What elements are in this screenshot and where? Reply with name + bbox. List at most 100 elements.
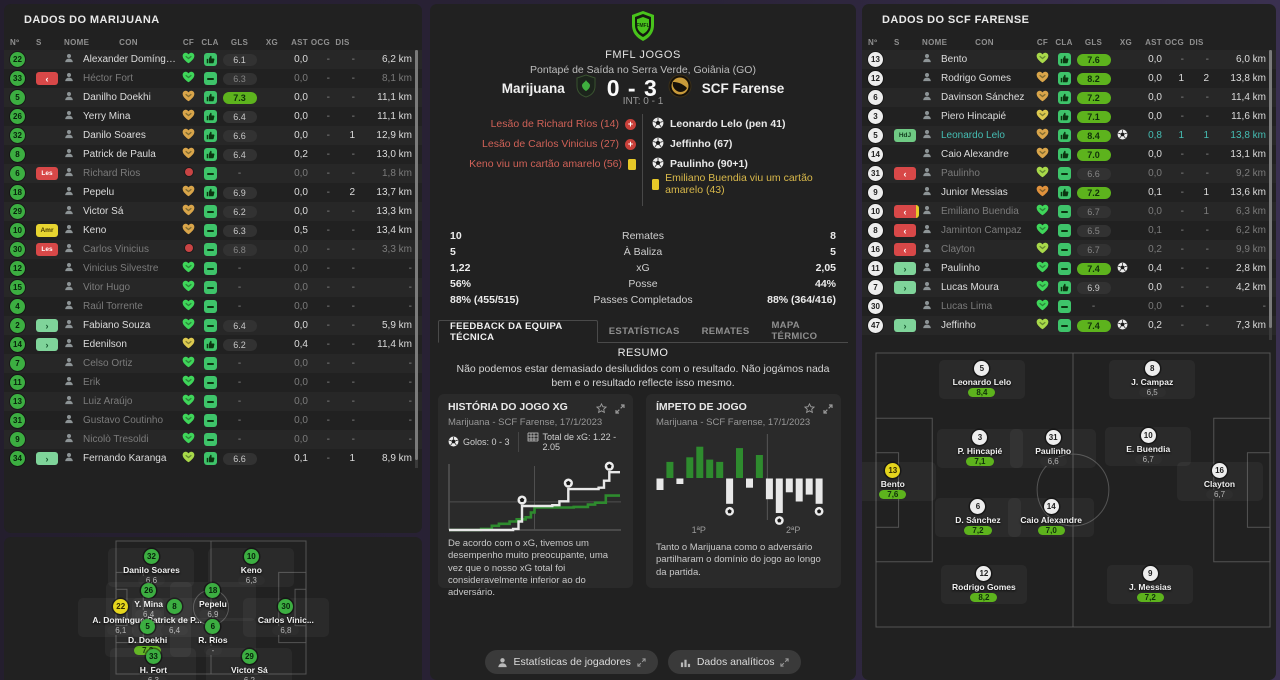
player-name[interactable]: Jaminton Campaz [941,225,1022,236]
column-header-gls[interactable]: GLS [230,37,249,47]
column-header-dis[interactable]: DIS [335,37,350,47]
pitch-player-paulinho[interactable]: 31 Paulinho 6,6 [1010,429,1097,469]
column-header-ocg[interactable]: OCG [1164,37,1184,47]
player-name[interactable]: Paulinho [941,168,980,179]
pitch-player-j-campaz[interactable]: 8 J. Campaz 6,5 [1109,360,1196,400]
player-row[interactable]: 14 Caio Alexandre 7.0 0,0 - - 13,1 km [862,145,1276,164]
player-name[interactable]: Pepelu [83,187,115,198]
player-name[interactable]: Clayton [941,244,975,255]
player-row[interactable]: 29 Victor Sá 6.2 0,0 - - 13,3 km [4,202,422,221]
column-header-ocg[interactable]: OCG [310,37,330,47]
player-name[interactable]: Carlos Vinicius [83,244,149,255]
player-row[interactable]: 8 ‹ Jaminton Campaz 6.5 0,1 - - 6,2 km [862,221,1276,240]
column-header-nº[interactable]: Nº [868,37,878,47]
player-name[interactable]: Erik [83,377,101,388]
away-table-scrollbar[interactable] [1269,50,1272,328]
away-team-badge[interactable] [668,74,692,103]
player-row[interactable]: 34 › Fernando Karanga 6.6 0,1 - 1 8,9 km [4,449,422,468]
player-row[interactable]: 33 ‹ Héctor Fort 6.3 0,0 - - 8,1 km [4,69,422,88]
player-row[interactable]: 22 Alexander Domínguez 6.1 0,0 - - 6,2 km [4,50,422,69]
player-name[interactable]: Rodrigo Gomes [941,73,1012,84]
home-team-name[interactable]: Marijuana [501,80,565,96]
player-name[interactable]: Lucas Moura [941,282,999,293]
pitch-player-rodrigo-gomes[interactable]: 12 Rodrigo Gomes 8,2 [940,564,1027,604]
column-header-nome[interactable]: NOME [922,37,948,47]
column-header-dis[interactable]: DIS [1189,37,1204,47]
player-name[interactable]: Vitor Hugo [83,282,131,293]
player-row[interactable]: 32 Danilo Soares 6.6 0,0 - 1 12,9 km [4,126,422,145]
player-name[interactable]: Victor Sá [83,206,124,217]
away-team-name[interactable]: SCF Farense [701,80,785,96]
player-row[interactable]: 31 Gustavo Coutinho - 0,0 - - - [4,411,422,430]
player-name[interactable]: Vinicius Silvestre [83,263,159,274]
player-row[interactable]: 12 Rodrigo Gomes 8.2 0,0 1 2 13,8 km [862,69,1276,88]
tab-mapa-t-rmico[interactable]: MAPA TÉRMICO [771,320,818,342]
column-header-xg[interactable]: XG [265,37,278,47]
player-name[interactable]: Davinson Sánchez [941,92,1025,103]
player-name[interactable]: Keno [83,225,107,236]
player-row[interactable]: 6 Les Richard Rios - 0,0 - - 1,8 km [4,164,422,183]
player-row[interactable]: 18 Pepelu 6.9 0,0 - 2 13,7 km [4,183,422,202]
pitch-player-a-dom-nguez[interactable]: 22 A. Domínguez 6,1 [77,598,164,638]
player-row[interactable]: 31 ‹ Paulinho 6.6 0,0 - - 9,2 km [862,164,1276,183]
pitch-player-leonardo-lelo[interactable]: 5 Leonardo Lelo 8,4 [938,360,1025,400]
player-row[interactable]: 26 Yerry Mina 6.4 0,0 - - 11,1 km [4,107,422,126]
player-row[interactable]: 30 Lucas Lima - 0,0 - - - [862,297,1276,316]
player-row[interactable]: 8 Patrick de Paula 6.4 0,2 - - 13,0 km [4,145,422,164]
column-header-cla[interactable]: CLA [201,37,219,47]
player-row[interactable]: 9 Nicolò Tresoldi - 0,0 - - - [4,430,422,449]
player-row[interactable]: 7 Celso Ortiz - 0,0 - - - [4,354,422,373]
player-name[interactable]: Luiz Araújo [83,396,133,407]
tab-remates[interactable]: REMATES [701,325,750,337]
player-row[interactable]: 5 Danilho Doekhi 7.3 0,0 - - 11,1 km [4,88,422,107]
player-row[interactable]: 11 Erik - 0,0 - - - [4,373,422,392]
expand-icon[interactable] [823,401,833,419]
player-row[interactable]: 5 HdJ Leonardo Lelo 8.4 0,8 1 1 13,8 km [862,126,1276,145]
column-header-gls[interactable]: GLS [1084,37,1103,47]
player-name[interactable]: Fernando Karanga [83,453,167,464]
player-name[interactable]: Fabiano Souza [83,320,151,331]
player-name[interactable]: Patrick de Paula [83,149,156,160]
pitch-player-r-r-os[interactable]: 6 R. Ríos - [169,618,256,658]
favourite-star-icon[interactable] [803,401,816,419]
pitch-player-danilo-soares[interactable]: 32 Danilo Soares 6,6 [108,548,195,588]
pitch-player-d-s-nchez[interactable]: 6 D. Sánchez 7,2 [934,498,1021,538]
column-header-nome[interactable]: NOME [64,37,90,47]
player-name[interactable]: Piero Hincapié [941,111,1007,122]
player-name[interactable]: Danilo Soares [83,130,146,141]
pitch-player-j-messias[interactable]: 9 J. Messias 7,2 [1107,564,1194,604]
player-row[interactable]: 16 ‹ Clayton 6.7 0,2 - - 9,9 km [862,240,1276,259]
player-name[interactable]: Paulinho [941,263,980,274]
player-name[interactable]: Leonardo Lelo [941,130,1005,141]
column-header-xg[interactable]: XG [1119,37,1132,47]
column-header-cf[interactable]: CF [182,37,195,47]
player-name[interactable]: Emiliano Buendia [941,206,1019,217]
column-header-ast[interactable]: AST [291,37,308,47]
player-name[interactable]: Caio Alexandre [941,149,1009,160]
player-row[interactable]: 9 Junior Messias 7.2 0,1 - 1 13,6 km [862,183,1276,202]
player-row[interactable]: 30 Les Carlos Vinicius 6.8 0,0 - - 3,3 km [4,240,422,259]
player-row[interactable]: 10 Amr Keno 6.3 0,5 - - 13,4 km [4,221,422,240]
column-header-nº[interactable]: Nº [10,37,20,47]
player-name[interactable]: Raúl Torrente [83,301,143,312]
player-name[interactable]: Nicolò Tresoldi [83,434,149,445]
player-row[interactable]: 11 › Paulinho 7.4 0,4 - - 2,8 km [862,259,1276,278]
column-header-con[interactable]: CON [119,37,138,47]
player-row[interactable]: 15 Vitor Hugo - 0,0 - - - [4,278,422,297]
player-row[interactable]: 7 › Lucas Moura 6.9 0,0 - - 4,2 km [862,278,1276,297]
home-table-scrollbar[interactable] [415,50,418,460]
player-row[interactable]: 2 › Fabiano Souza 6.4 0,0 - - 5,9 km [4,316,422,335]
player-row[interactable]: 14 › Edenilson 6.2 0,4 - - 11,4 km [4,335,422,354]
column-header-s[interactable]: S [36,37,42,47]
player-row[interactable]: 4 Raúl Torrente - 0,0 - - - [4,297,422,316]
player-name[interactable]: Celso Ortiz [83,358,133,369]
player-name[interactable]: Danilho Doekhi [83,92,151,103]
player-name[interactable]: Richard Rios [83,168,141,179]
column-header-cla[interactable]: CLA [1055,37,1073,47]
column-header-ast[interactable]: AST [1145,37,1162,47]
player-row[interactable]: 47 › Jeffinho 7.4 0,2 - - 7,3 km [862,316,1276,335]
player-name[interactable]: Alexander Domínguez [83,54,178,65]
tab-feedback-da-equipa-t-cnica[interactable]: FEEDBACK DA EQUIPA TÉCNICA [438,320,598,343]
expand-icon[interactable] [615,401,625,419]
